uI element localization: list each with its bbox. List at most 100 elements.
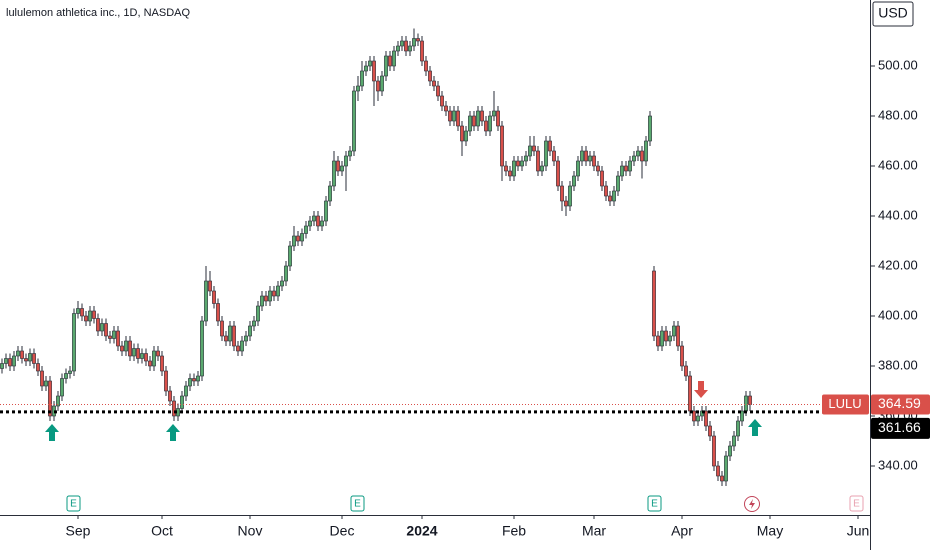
candle-body [524, 155, 528, 162]
level-label: 361.66 [878, 419, 921, 435]
candle-body [688, 375, 692, 412]
candle-body [568, 185, 572, 207]
candle-body [432, 80, 436, 87]
x-tick-label: Oct [151, 523, 173, 539]
candle-body [216, 303, 220, 322]
candle-body [72, 313, 76, 372]
candle-body [100, 323, 104, 332]
candle-body [36, 363, 40, 372]
up-arrow [748, 419, 762, 436]
candle-body [448, 110, 452, 122]
candle-body [232, 325, 236, 347]
candle-body [60, 378, 64, 397]
candle-body [744, 395, 748, 412]
candle-body [516, 160, 520, 167]
candle-body [32, 353, 36, 364]
candle-body [596, 165, 600, 172]
candle-body [96, 318, 100, 332]
candle-body [308, 220, 312, 227]
candle-body [76, 308, 80, 314]
candle-body [200, 320, 204, 377]
candle-body [184, 385, 188, 397]
earnings-icon[interactable] [66, 495, 81, 512]
candle-body [0, 363, 4, 369]
candle-body [468, 115, 472, 132]
candle-body [628, 160, 632, 172]
candle-body [356, 85, 360, 92]
earnings-icon[interactable] [647, 495, 662, 512]
candle-body [212, 290, 216, 304]
x-tick-label: Sep [66, 523, 91, 539]
currency-box[interactable] [872, 1, 914, 27]
candle-body [148, 360, 152, 367]
candle-body [340, 165, 344, 172]
candle-body [140, 353, 144, 359]
earnings-icon[interactable] [849, 495, 864, 512]
candle-body [716, 465, 720, 477]
candle-body [604, 185, 608, 197]
y-tick-label: 420.00 [878, 257, 918, 272]
last-price-tag [871, 394, 930, 415]
candle-body [132, 348, 136, 357]
candle-body [592, 155, 596, 167]
candle-body [380, 75, 384, 92]
candle-body [264, 295, 268, 302]
candle-body [220, 320, 224, 337]
candle-body [488, 115, 492, 132]
candle-body [128, 340, 132, 357]
candle-body [580, 150, 584, 162]
earnings-label: E [651, 499, 658, 510]
candle-body [408, 45, 412, 52]
candle-body [64, 373, 68, 379]
candle-body [108, 335, 112, 339]
candle-body [80, 308, 84, 317]
candle-body [696, 415, 700, 422]
candle-body [280, 280, 284, 287]
candle-body [276, 285, 280, 297]
candle-body [164, 370, 168, 392]
candle-body [104, 323, 108, 337]
candle-body [12, 355, 16, 367]
y-tick-label: 440.00 [878, 207, 918, 222]
candle-body [352, 90, 356, 152]
candle-body [188, 378, 192, 387]
candle-body [296, 235, 300, 242]
candle-body [412, 38, 416, 47]
candle-body [8, 358, 12, 367]
candle-body [576, 160, 580, 177]
candle-body [120, 345, 124, 352]
y-tick-label: 380.00 [878, 357, 918, 372]
candle-body [540, 165, 544, 172]
candle-body [656, 335, 660, 347]
candle-body [612, 190, 616, 202]
candle-body [440, 95, 444, 107]
candle-body [672, 325, 676, 337]
candle-body [572, 175, 576, 187]
candle-body [92, 310, 96, 319]
x-tick-label: Feb [502, 523, 526, 539]
candle-body [492, 110, 496, 117]
earnings-icon[interactable] [350, 495, 365, 512]
candle-body [244, 335, 248, 342]
candle-body [228, 325, 232, 342]
candle-body [640, 150, 644, 162]
candle-body [400, 40, 404, 47]
candle-body [676, 325, 680, 347]
candle-body [124, 340, 128, 352]
candle-body [452, 110, 456, 122]
candle-body [484, 120, 488, 132]
candle-body [472, 115, 476, 127]
candle-body [464, 130, 468, 142]
candle-body [112, 330, 116, 339]
x-tick-label: Apr [671, 523, 693, 539]
candle-body [368, 60, 372, 67]
candle-body [284, 265, 288, 282]
candle-body [324, 200, 328, 222]
x-tick-label: Dec [330, 523, 355, 539]
candle-body [172, 400, 176, 417]
candle-body [416, 38, 420, 42]
candle-body [268, 290, 272, 302]
candle-body [512, 160, 516, 177]
candle-body [252, 320, 256, 327]
candle-body [24, 358, 28, 362]
